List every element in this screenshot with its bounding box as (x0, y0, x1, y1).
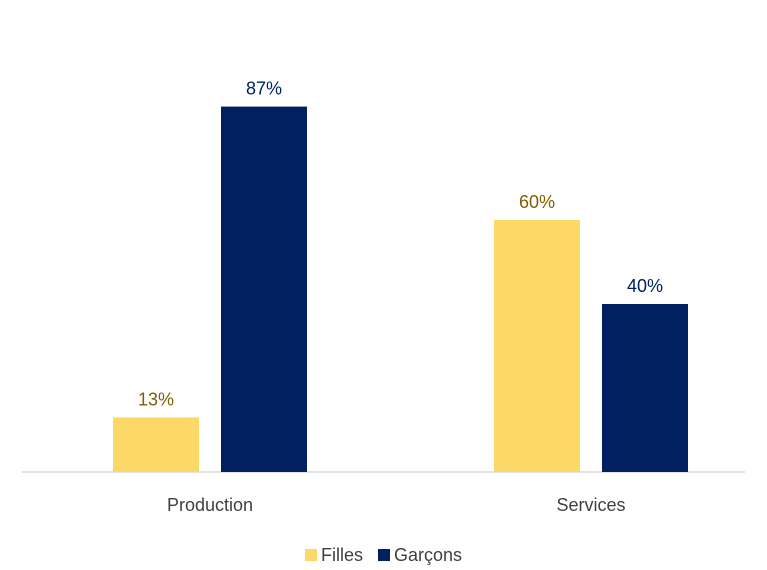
legend-item-garcons: Garçons (378, 545, 462, 565)
bar-chart: 13% 87% 60% 40% Production Services (22, 79, 745, 515)
bar-garcons-production (221, 106, 307, 472)
legend-swatch-garcons (378, 549, 390, 561)
legend-item-filles: Filles (304, 545, 363, 565)
chart-legend: Filles Garçons (0, 545, 767, 565)
legend-label-filles: Filles (320, 545, 363, 565)
bar-garcons-services (602, 304, 688, 472)
data-label-filles-services: 60% (519, 192, 555, 212)
data-label-garcons-production: 87% (246, 79, 282, 99)
data-label-garcons-services: 40% (627, 276, 663, 296)
category-label-production: Production (167, 495, 253, 515)
legend-swatch-filles (304, 549, 317, 561)
bar-filles-services (494, 220, 580, 472)
bar-filles-production (113, 417, 199, 472)
category-label-services: Services (556, 495, 625, 515)
legend-label-garcons: Garçons (394, 545, 463, 565)
data-label-filles-production: 13% (138, 389, 174, 409)
